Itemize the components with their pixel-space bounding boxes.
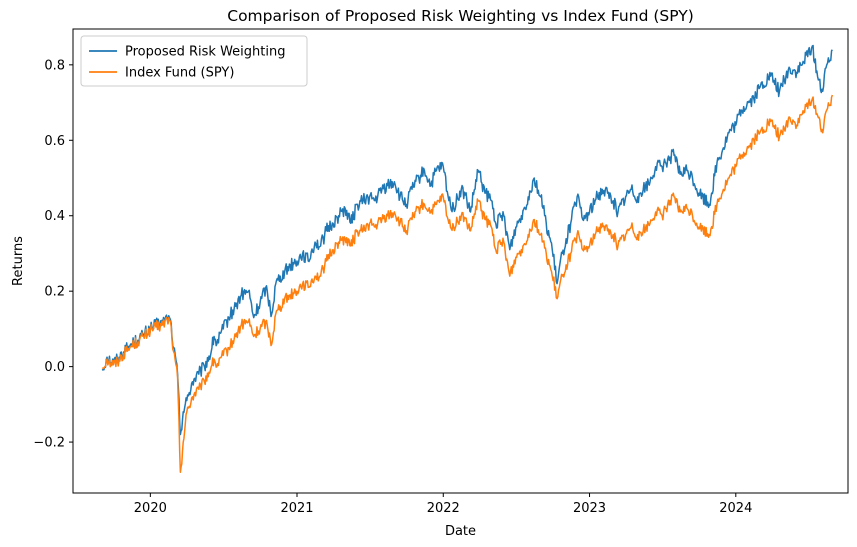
- plot-frame: [72, 28, 849, 494]
- y-tick-label: 0.8: [44, 58, 65, 73]
- y-tick-label: 0.4: [44, 209, 65, 224]
- legend-label: Proposed Risk Weighting: [125, 45, 285, 60]
- x-tick-label: 2022: [427, 501, 460, 516]
- legend: Proposed Risk Weighting Index Fund (SPY): [80, 35, 308, 87]
- chart-title: Comparison of Proposed Risk Weighting vs…: [227, 7, 694, 25]
- legend-label: Index Fund (SPY): [125, 66, 234, 81]
- x-axis-label: Date: [445, 524, 476, 539]
- legend-box: [80, 35, 308, 87]
- x-tick-label: 2020: [134, 501, 167, 516]
- y-tick-label: 0.0: [44, 360, 65, 375]
- x-tick-label: 2023: [573, 501, 606, 516]
- series-line-0: [101, 44, 833, 436]
- y-tick-label: −0.2: [33, 436, 65, 451]
- x-tick-label: 2024: [719, 501, 752, 516]
- x-tick-label: 2021: [280, 501, 313, 516]
- y-axis-ticks: −0.2 0.0 0.2 0.4 0.6 0.8: [33, 58, 73, 451]
- y-tick-label: 0.6: [44, 134, 65, 149]
- series-line-1: [101, 94, 834, 473]
- y-axis-label: Returns: [11, 236, 26, 286]
- y-tick-label: 0.2: [44, 285, 65, 300]
- x-axis-ticks: 2020 2021 2022 2023 2024: [134, 493, 752, 516]
- series-layer: [101, 44, 834, 473]
